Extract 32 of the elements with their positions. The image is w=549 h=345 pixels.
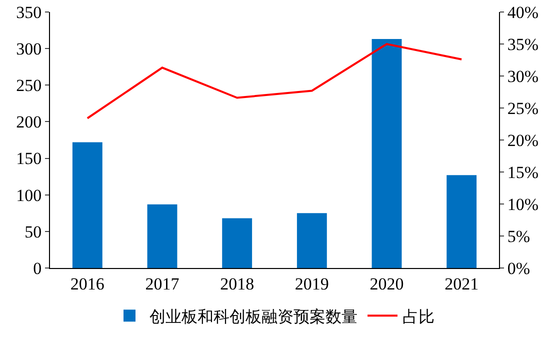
y-tick-label: 150: [16, 149, 42, 168]
y-tick-label: 50: [24, 222, 42, 242]
y-tick-label: 200: [16, 112, 42, 132]
x-tick-label: 2020: [370, 274, 404, 294]
bar: [72, 142, 102, 268]
y-tick-label: 250: [16, 76, 42, 96]
legend-label: 占比: [402, 308, 434, 326]
y2-tick-label: 35%: [507, 34, 539, 54]
y2-tick-label: 5%: [507, 226, 530, 246]
y2-tick-label: 25%: [507, 98, 539, 118]
y2-tick-label: 0%: [507, 258, 530, 278]
y2-tick-label: 30%: [507, 66, 539, 86]
y-tick-label: 300: [16, 40, 42, 59]
bar: [446, 175, 477, 268]
legend-label: 创业板和科创板融资预案数量: [150, 308, 358, 326]
y-tick-label: 350: [16, 2, 42, 22]
y2-tick-label: 10%: [507, 194, 539, 214]
bar: [296, 213, 327, 268]
line-series: [86, 43, 463, 120]
y-tick-label: 0: [33, 258, 42, 278]
x-tick-label: 2019: [294, 274, 329, 294]
x-tick-label: 2017: [145, 274, 180, 294]
bar: [372, 39, 402, 268]
x-tick-label: 2021: [444, 274, 479, 294]
bar: [147, 204, 178, 268]
bar: [222, 218, 252, 268]
y2-tick-label: 15%: [507, 162, 539, 182]
y2-tick-label: 20%: [507, 130, 539, 150]
y-tick-label: 100: [16, 186, 42, 205]
x-tick-label: 2016: [70, 274, 104, 294]
x-tick-label: 2018: [220, 274, 254, 294]
y2-tick-label: 40%: [507, 2, 539, 22]
